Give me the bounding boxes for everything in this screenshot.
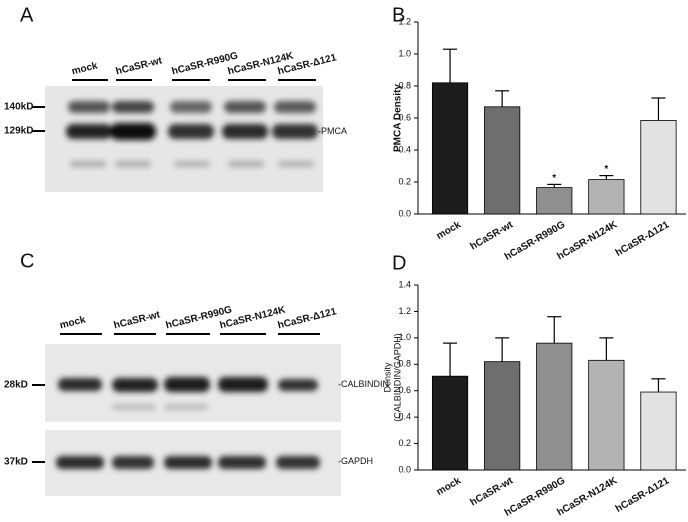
panel-label: D bbox=[392, 252, 406, 274]
y-tick-label: 0.4 bbox=[398, 144, 411, 154]
x-tick-label: mock bbox=[435, 219, 464, 242]
lane-label: hCaSR-wt bbox=[113, 309, 162, 331]
bar bbox=[588, 179, 625, 215]
y-tick-label: 0.0 bbox=[398, 208, 411, 218]
bands bbox=[56, 377, 320, 469]
x-tick-label: hCaSR-Δ121 bbox=[614, 475, 672, 515]
lane-label: hCaSR-Δ121 bbox=[277, 306, 338, 331]
lane-label: hCaSR-wt bbox=[115, 55, 164, 77]
y-tick-label: 1.2 bbox=[398, 16, 411, 26]
bar bbox=[431, 375, 469, 471]
bar bbox=[484, 106, 521, 215]
bar bbox=[536, 187, 573, 215]
marker-label: 28kD bbox=[4, 380, 28, 391]
y-axis-label: Density bbox=[382, 362, 392, 393]
band-label: -GAPDH bbox=[338, 456, 373, 466]
bar bbox=[484, 361, 521, 471]
y-tick-label: 0.8 bbox=[398, 80, 411, 90]
bar bbox=[640, 120, 677, 215]
y-tick-label: 1.4 bbox=[398, 279, 411, 289]
bar bbox=[431, 82, 469, 215]
lane-label: mock bbox=[71, 60, 99, 77]
y-axis-label: (CALBINDIN/GAPDH) bbox=[392, 333, 402, 422]
bands bbox=[66, 101, 318, 167]
band-label: -PMCA bbox=[318, 126, 347, 136]
lane-label: mock bbox=[59, 314, 87, 331]
x-tick-label: mock bbox=[435, 475, 464, 498]
marker-label: 37kD bbox=[4, 457, 28, 468]
y-tick-label: 0.6 bbox=[398, 112, 411, 122]
y-tick-label: 1.0 bbox=[398, 48, 411, 58]
marker-label: 140kD bbox=[4, 102, 33, 113]
panel-label: C bbox=[20, 250, 34, 272]
y-tick-label: 0.6 bbox=[398, 385, 411, 395]
y-tick-label: 1.2 bbox=[398, 306, 411, 316]
y-tick-label: 0.8 bbox=[398, 359, 411, 369]
bar bbox=[588, 359, 625, 471]
band-label: -CALBINDIN bbox=[338, 379, 389, 389]
y-tick-label: 0.2 bbox=[398, 176, 411, 186]
y-tick-label: 0.4 bbox=[398, 412, 411, 422]
bar bbox=[640, 391, 677, 471]
y-tick-label: 0.2 bbox=[398, 438, 411, 448]
panel-label: A bbox=[20, 4, 34, 26]
x-tick-label: hCaSR-wt bbox=[469, 475, 516, 508]
annotation: * bbox=[604, 164, 608, 175]
marker-label: 129kD bbox=[4, 126, 33, 137]
panel-label: B bbox=[392, 4, 405, 26]
x-tick-label: hCaSR-Δ121 bbox=[614, 219, 672, 259]
y-tick-label: 1.0 bbox=[398, 332, 411, 342]
x-tick-label: hCaSR-wt bbox=[469, 219, 516, 252]
y-tick-label: 0.0 bbox=[398, 464, 411, 474]
bar bbox=[536, 342, 573, 471]
y-axis-label: PMCA Density bbox=[393, 84, 404, 152]
annotation: * bbox=[552, 173, 556, 184]
